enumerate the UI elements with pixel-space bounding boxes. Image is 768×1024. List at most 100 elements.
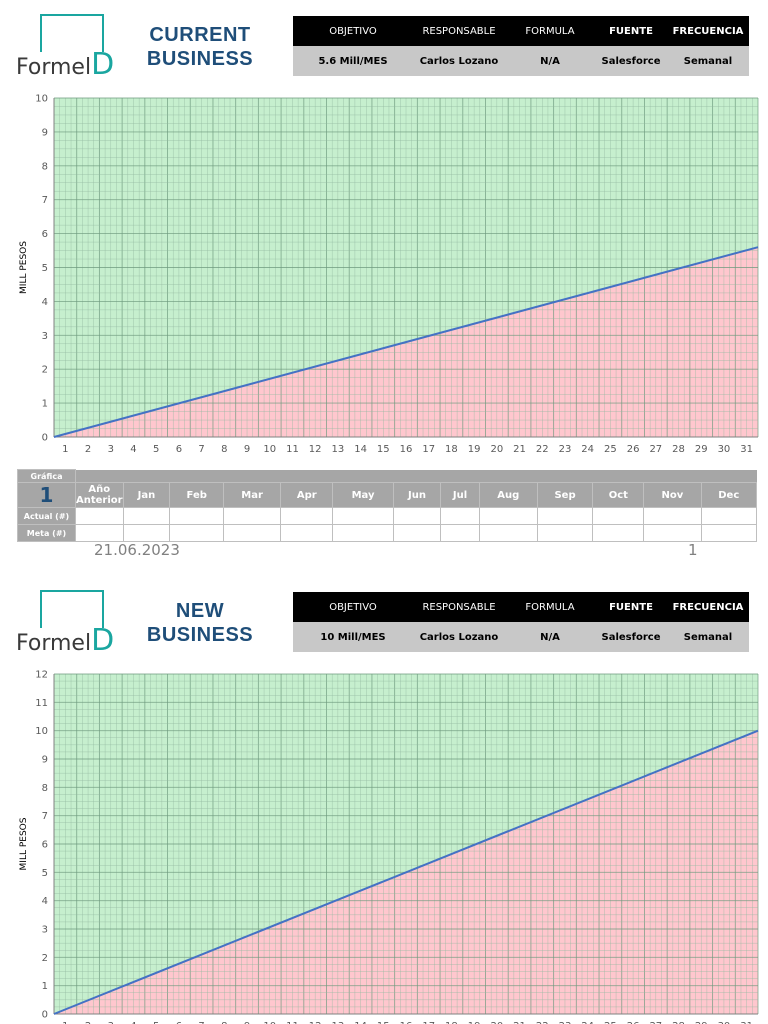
- footer-date: 21.06.2023: [94, 541, 180, 559]
- actual-cell[interactable]: [592, 507, 645, 525]
- y-tick-label: 8: [42, 783, 48, 794]
- x-tick-label: 24: [581, 444, 594, 455]
- series-line: [53, 246, 759, 438]
- x-tick-label: 20: [490, 444, 503, 455]
- meta-cell[interactable]: [392, 524, 442, 542]
- x-tick-label: 26: [627, 1021, 640, 1024]
- x-tick-label: 7: [198, 1021, 204, 1024]
- actual-cell[interactable]: [643, 507, 702, 525]
- header-frecuencia: FRECUENCIA: [667, 592, 749, 622]
- y-tick-label: 5: [42, 263, 48, 274]
- x-tick-label: 1: [62, 444, 68, 455]
- actual-cell[interactable]: [332, 507, 394, 525]
- meta-cell[interactable]: [536, 524, 594, 542]
- logo-mark: D: [91, 623, 115, 658]
- value-fuente: Salesforce: [595, 46, 667, 76]
- actual-cell[interactable]: [392, 507, 442, 525]
- x-tick-label: 27: [649, 1021, 662, 1024]
- y-tick-label: 0: [42, 1010, 48, 1021]
- month-header: Aug: [478, 482, 538, 508]
- value-formula: N/A: [505, 46, 595, 76]
- value-frecuencia: Semanal: [667, 46, 749, 76]
- x-tick-label: 4: [130, 1021, 136, 1024]
- x-tick-label: 11: [286, 444, 299, 455]
- y-tick-label: 10: [35, 726, 48, 737]
- header-objetivo: OBJETIVO: [293, 592, 413, 622]
- actual-cell[interactable]: [280, 507, 334, 525]
- x-tick-label: 9: [244, 444, 250, 455]
- x-tick-label: 18: [445, 444, 458, 455]
- x-tick-label: 6: [176, 1021, 182, 1024]
- x-tick-label: 30: [718, 1021, 731, 1024]
- x-tick-label: 29: [695, 1021, 708, 1024]
- page-title: NEW BUSINESS: [120, 599, 280, 647]
- actual-cell[interactable]: [223, 507, 282, 525]
- x-tick-label: 16: [400, 1021, 413, 1024]
- actual-cell[interactable]: [440, 507, 480, 525]
- month-header: Dec: [700, 482, 758, 508]
- meta-cell[interactable]: [223, 524, 282, 542]
- x-tick-label: 24: [581, 1021, 594, 1024]
- header-fuente: FUENTE: [595, 16, 667, 46]
- title-line-1: NEW: [175, 600, 225, 622]
- meta-cell[interactable]: [332, 524, 394, 542]
- x-tick-label: 13: [332, 1021, 345, 1024]
- meta-cell[interactable]: [592, 524, 645, 542]
- actual-cell[interactable]: [536, 507, 594, 525]
- actual-cell[interactable]: [478, 507, 538, 525]
- x-tick-label: 28: [672, 444, 685, 455]
- y-tick-label: 2: [42, 365, 48, 376]
- x-tick-label: 10: [263, 444, 276, 455]
- meta-cell[interactable]: [700, 524, 758, 542]
- x-tick-label: 12: [309, 444, 322, 455]
- series-line: [53, 729, 759, 1015]
- grafica-label: Gráfica: [17, 469, 76, 483]
- value-objetivo: 10 Mill/MES: [293, 622, 413, 652]
- month-header: May: [332, 482, 394, 508]
- meta-cell[interactable]: [75, 524, 124, 542]
- meta-cell[interactable]: [478, 524, 538, 542]
- meta-cell[interactable]: [169, 524, 225, 542]
- meta-cell[interactable]: [280, 524, 334, 542]
- actual-cell[interactable]: [169, 507, 225, 525]
- x-tick-label: 19: [468, 1021, 481, 1024]
- meta-cell[interactable]: [122, 524, 171, 542]
- x-tick-label: 14: [354, 444, 367, 455]
- y-tick-label: 4: [42, 896, 48, 907]
- x-tick-label: 27: [649, 444, 662, 455]
- x-tick-label: 15: [377, 444, 390, 455]
- month-header: Sep: [536, 482, 594, 508]
- actual-cell[interactable]: [700, 507, 758, 525]
- header-responsable: RESPONSABLE: [413, 592, 505, 622]
- row-label-actual: Actual (#): [17, 507, 76, 525]
- month-header: Oct: [592, 482, 645, 508]
- x-tick-label: 4: [130, 444, 136, 455]
- months-table-top-bar: [75, 469, 757, 483]
- row-label-meta: Meta (#): [17, 524, 76, 542]
- actual-cell[interactable]: [75, 507, 124, 525]
- logo-text: FormelD: [14, 50, 117, 81]
- x-tick-label: 26: [627, 444, 640, 455]
- prev-year-header: Año Anterior: [75, 482, 124, 508]
- y-tick-label: 7: [42, 811, 48, 822]
- x-tick-label: 20: [490, 1021, 503, 1024]
- grid: [53, 673, 759, 1015]
- y-tick-label: 7: [42, 195, 48, 206]
- y-tick-label: 0: [42, 433, 48, 444]
- value-formula: N/A: [505, 622, 595, 652]
- x-tick-label: 8: [221, 444, 227, 455]
- meta-cell[interactable]: [440, 524, 480, 542]
- y-tick-label: 6: [42, 229, 48, 240]
- logo-mark: D: [91, 47, 115, 82]
- title-line-1: CURRENT: [149, 24, 251, 46]
- meta-cell[interactable]: [643, 524, 702, 542]
- logo-text: FormelD: [14, 626, 117, 657]
- x-tick-label: 29: [695, 444, 708, 455]
- x-tick-label: 18: [445, 1021, 458, 1024]
- y-axis-label: MILL PESOS: [19, 817, 29, 870]
- header-responsable: RESPONSABLE: [413, 16, 505, 46]
- y-tick-label: 3: [42, 925, 48, 936]
- actual-cell[interactable]: [122, 507, 171, 525]
- value-fuente: Salesforce: [595, 622, 667, 652]
- x-tick-label: 17: [422, 1021, 435, 1024]
